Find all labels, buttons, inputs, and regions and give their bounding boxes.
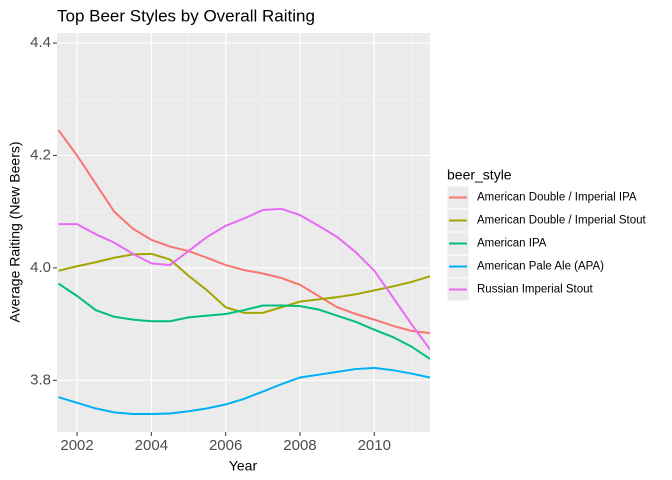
x-tick-label: 2004 xyxy=(135,437,168,454)
series-line xyxy=(58,207,430,350)
y-tick-label: 4.4 xyxy=(30,34,51,51)
x-tick-label: 2002 xyxy=(60,437,93,454)
legend-label: Russian Imperial Stout xyxy=(477,284,593,296)
x-axis-label: Year xyxy=(229,458,258,474)
y-tick-label: 4.0 xyxy=(30,259,51,276)
legend-title: beer_style xyxy=(447,167,512,183)
legend-label: American IPA xyxy=(477,238,547,250)
series-line xyxy=(57,282,430,360)
series-line xyxy=(57,129,430,335)
series-line xyxy=(58,366,430,416)
legend-label: American Double / Imperial Stout xyxy=(477,215,647,227)
chart-title: Top Beer Styles by Overall Raiting xyxy=(57,6,315,25)
x-tick-label: 2008 xyxy=(283,437,316,454)
y-tick-label: 4.2 xyxy=(30,146,51,163)
y-axis-label: Average Raiting (New Beers) xyxy=(7,141,23,322)
legend-label: American Pale Ale (APA) xyxy=(477,261,604,273)
x-tick-label: 2010 xyxy=(358,437,391,454)
series-line xyxy=(58,252,430,314)
x-tick-label: 2006 xyxy=(209,437,242,454)
legend-label: American Double / Imperial IPA xyxy=(477,192,637,204)
y-tick-label: 3.8 xyxy=(30,371,51,388)
